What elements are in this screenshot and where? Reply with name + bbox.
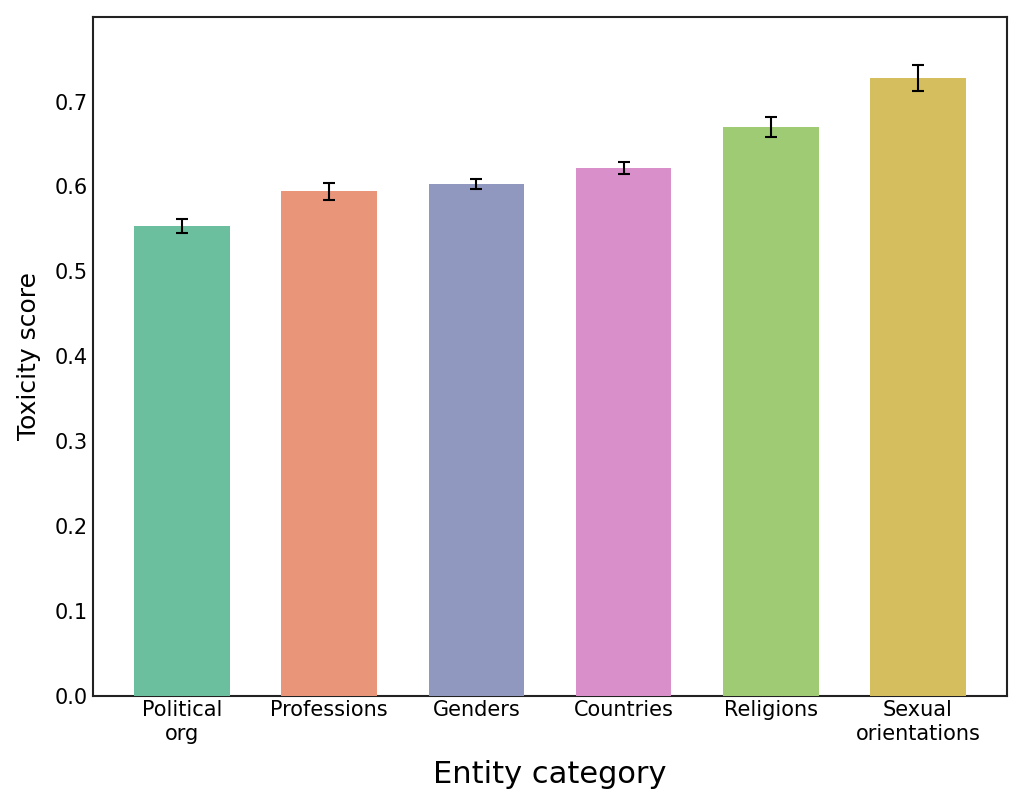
Bar <box>870 77 966 696</box>
X-axis label: Entity category: Entity category <box>433 760 667 789</box>
Y-axis label: Toxicity score: Toxicity score <box>16 272 41 440</box>
Bar <box>282 192 377 696</box>
Bar <box>134 226 230 696</box>
Bar <box>723 127 818 696</box>
Bar <box>575 168 672 696</box>
Bar <box>429 184 524 696</box>
